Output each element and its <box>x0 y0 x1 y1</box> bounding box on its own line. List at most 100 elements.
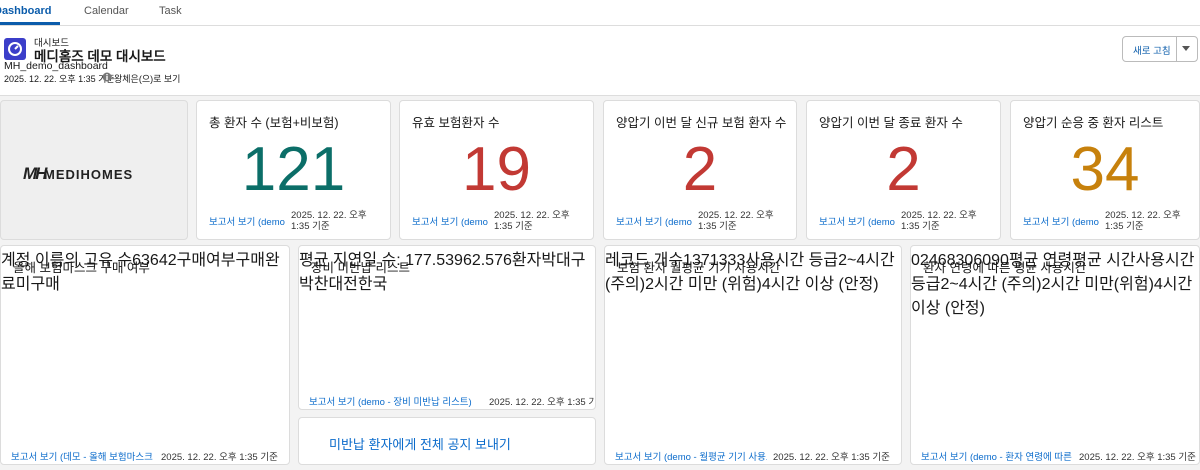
data-label: 7 <box>700 252 710 269</box>
y-tick-label: 8 <box>946 252 956 269</box>
header-area: Dashboard Calendar Task 대시보드 메디홈즈 데모 대시보… <box>0 0 1200 96</box>
timestamp: 2025. 12. 22. 오후 1:35 기준 <box>698 210 774 232</box>
chart: 평균 지연일 수: 177.53962.576환자박대구박찬대전한국 <box>299 246 595 294</box>
report-link[interactable]: 보고서 보기 (데모 - 올해 보험마스크 구... <box>11 452 155 463</box>
chart: 계정 이름의 고유 수63642구매여부구매완료미구매 <box>1 246 289 294</box>
kpi-value: 19 <box>462 135 531 204</box>
refresh-button[interactable]: 새로 고침 <box>1133 46 1171 57</box>
card: 양압기 순응 중 환자 리스트 34 보고서 보기 (demo - ... 2025.… <box>1010 100 1200 240</box>
refresh-button-group: 새로 고침 <box>1122 36 1198 62</box>
report-link[interactable]: 보고서 보기 (demo - 환자 연령에 따른 ... <box>921 452 1073 463</box>
data-label: 13 <box>709 252 728 269</box>
chart: 레코드 개수1371333사용시간 등급2~4시간 (주의)2시간 미만 (위험… <box>605 246 901 294</box>
tab-dashboard[interactable]: Dashboard <box>0 5 52 17</box>
legend-label: 박대구 <box>541 252 586 269</box>
notice-action[interactable]: 미반납 환자에게 전체 공지 보내기 <box>329 437 511 452</box>
kpi-title: 유효 보험환자 수 <box>412 116 500 130</box>
card: 미반납 환자에게 전체 공지 보내기 <box>298 417 596 465</box>
report-link[interactable]: 보고서 보기 (demo - 월평균 기기 사용... <box>615 452 767 463</box>
y-tick-label: 4 <box>928 252 938 269</box>
card: 양압기 이번 달 종료 환자 수 2 보고서 보기 (demo - ... 2025.… <box>806 100 1001 240</box>
donut-total: 33 <box>727 252 746 269</box>
tab-task[interactable]: Task <box>159 5 182 17</box>
legend-label: 4시간 이상 (안정) <box>911 276 1193 317</box>
dashboard-title: 메디홈즈 데모 대시보드 <box>34 49 166 64</box>
chart-title: 장비 미반납 리스트 <box>311 261 410 275</box>
legend-title: 사용시간 등급 <box>911 252 1195 293</box>
timestamp: 2025. 12. 22. 오후 1:35 기준 <box>773 452 890 463</box>
tab-indicator <box>0 22 60 25</box>
report-link[interactable]: 보고서 보기 (demo - 장비 미반납 리스트) <box>309 397 472 408</box>
legend-label: 2시간 미만 (위험) <box>645 276 762 293</box>
data-label: 62.5 <box>462 252 495 269</box>
api-name: MH_demo_dashboard <box>4 60 108 72</box>
kpi-value: 34 <box>1070 135 1140 204</box>
report-link[interactable]: 보고서 보기 (demo - ... <box>819 217 897 228</box>
data-label: 6 <box>132 252 142 269</box>
card: MH MEDIHOMES <box>0 100 188 240</box>
chart-subtitle: 계정 이름의 고유 수 <box>1 252 133 269</box>
breadcrumb: 대시보드 <box>34 38 69 49</box>
card: 올해 보험마스크 구매 여부 계정 이름의 고유 수63642구매여부구매완료미구… <box>0 245 290 465</box>
button-divider <box>1176 37 1177 61</box>
x-axis-label: 평균 연령 <box>1008 252 1073 269</box>
legend-label: 2시간 미만(위험) <box>1041 276 1154 293</box>
y-tick-label: 6 <box>937 252 947 269</box>
kpi-value: 2 <box>682 135 718 204</box>
legend-title: 사용시간 등급 <box>745 252 839 269</box>
tab-calendar[interactable]: Calendar <box>84 5 129 17</box>
y-axis-label: 평균 시간 <box>1072 252 1136 269</box>
chart-title: 올해 보험마스크 구매 여부 <box>13 261 150 275</box>
y-tick-label: 2 <box>919 252 929 269</box>
data-label: 39 <box>445 252 463 269</box>
report-link[interactable]: 보고서 보기 (demo - ... <box>616 217 694 228</box>
donut-total: 42 <box>158 252 177 269</box>
legend-label: 2~4시간 (주의) <box>605 252 895 293</box>
timestamp: 2025. 12. 22. 오후 1:35 기준 <box>901 210 977 232</box>
report-link[interactable]: 보고서 보기 (demo - ... <box>209 217 287 228</box>
legend-label: 박찬대 <box>299 276 344 293</box>
kpi-value: 2 <box>886 135 921 204</box>
data-label: 13 <box>683 252 701 269</box>
report-link[interactable]: 보고서 보기 (demo - ... <box>412 217 490 228</box>
report-link[interactable]: 보고서 보기 (demo - ... <box>1023 217 1101 228</box>
card: 장비 미반납 리스트 평균 지연일 수: 177.53962.576환자박대구박찬… <box>298 245 596 410</box>
chart-subtitle: 레코드 개수 <box>605 252 684 269</box>
timestamp: 2025. 12. 22. 오후 1:35 기준 <box>291 210 367 232</box>
kpi-title: 양압기 이번 달 신규 보험 환자 수 <box>616 116 787 130</box>
chart-title: 보험 환자 월평균 기기 사용시간 <box>617 261 781 275</box>
legend-label: 미구매 <box>15 276 60 293</box>
legend-label: 4시간 이상 (안정) <box>761 276 879 293</box>
logo-mark: MH <box>23 164 47 183</box>
timestamp: 2025. 12. 22. 오후 1:35 기준 <box>161 452 278 463</box>
chart: 02468306090평균 연령평균 시간사용시간 등급2~4시간 (주의)2시… <box>911 246 1199 318</box>
as-of: 2025. 12. 22. 오후 1:35 기준 <box>4 74 115 84</box>
timestamp: 2025. 12. 22. 오후 1:35 기준 <box>494 210 570 232</box>
kpi-title: 양압기 이번 달 종료 환자 수 <box>819 116 963 130</box>
timestamp: 2025. 12. 22. 오후 1:35 기준 <box>489 397 596 408</box>
chart-title: 환자 연령에 따른 평균 사용시간 <box>923 261 1087 275</box>
x-tick-label: 90 <box>991 252 1009 269</box>
info-icon <box>102 72 112 82</box>
view-as[interactable]: 왕체은(으)로 보기 <box>114 74 181 84</box>
dropdown-arrow[interactable] <box>1181 45 1191 53</box>
card: 양압기 이번 달 신규 보험 환자 수 2 보고서 보기 (demo - ... 20… <box>603 100 797 240</box>
chart-subtitle: 평균 지연일 수: 177.5 <box>299 252 446 269</box>
legend-title: 환자 <box>511 252 542 269</box>
legend-label: 구매완료 <box>1 252 280 293</box>
logo-text: MEDIHOMES <box>44 167 134 182</box>
card: 보험 환자 월평균 기기 사용시간 레코드 개수1371333사용시간 등급2~4… <box>604 245 902 465</box>
legend-label: 전한국 <box>343 276 388 293</box>
legend-label: 2~4시간 (주의) <box>940 276 1042 293</box>
data-label: 76 <box>494 252 512 269</box>
card: 환자 연령에 따른 평균 사용시간 02468306090평균 연령평균 시간사용… <box>910 245 1200 465</box>
timestamp: 2025. 12. 22. 오후 1:35 기준 <box>1079 452 1196 463</box>
card: 유효 보험환자 수 19 보고서 보기 (demo - ... 2025. 12. 2… <box>399 100 594 240</box>
x-tick-label: 60 <box>973 252 992 269</box>
kpi-title: 총 환자 수 (보험+비보험) <box>209 116 339 130</box>
card: 총 환자 수 (보험+비보험) 121 보고서 보기 (demo - ... 2025… <box>196 100 391 240</box>
timestamp: 2025. 12. 22. 오후 1:35 기준 <box>1105 210 1181 232</box>
